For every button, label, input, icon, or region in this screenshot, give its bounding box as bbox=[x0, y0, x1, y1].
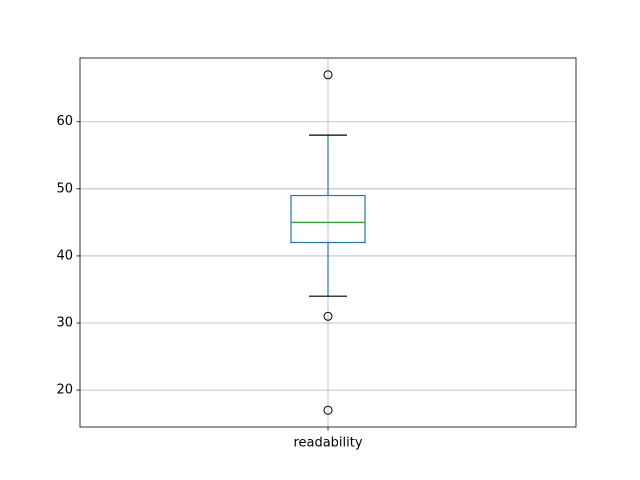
box bbox=[290, 194, 366, 244]
plot-frame bbox=[79, 57, 577, 428]
outlier bbox=[323, 405, 333, 415]
x-tick-label: readability bbox=[293, 436, 362, 451]
y-tick-label: 60 bbox=[56, 114, 73, 129]
outlier bbox=[323, 311, 333, 321]
y-tick-label: 40 bbox=[56, 248, 73, 263]
outlier bbox=[323, 70, 333, 80]
y-tick-label: 20 bbox=[56, 383, 73, 398]
y-tick-label: 50 bbox=[56, 181, 73, 196]
y-tick-label: 30 bbox=[56, 316, 73, 331]
